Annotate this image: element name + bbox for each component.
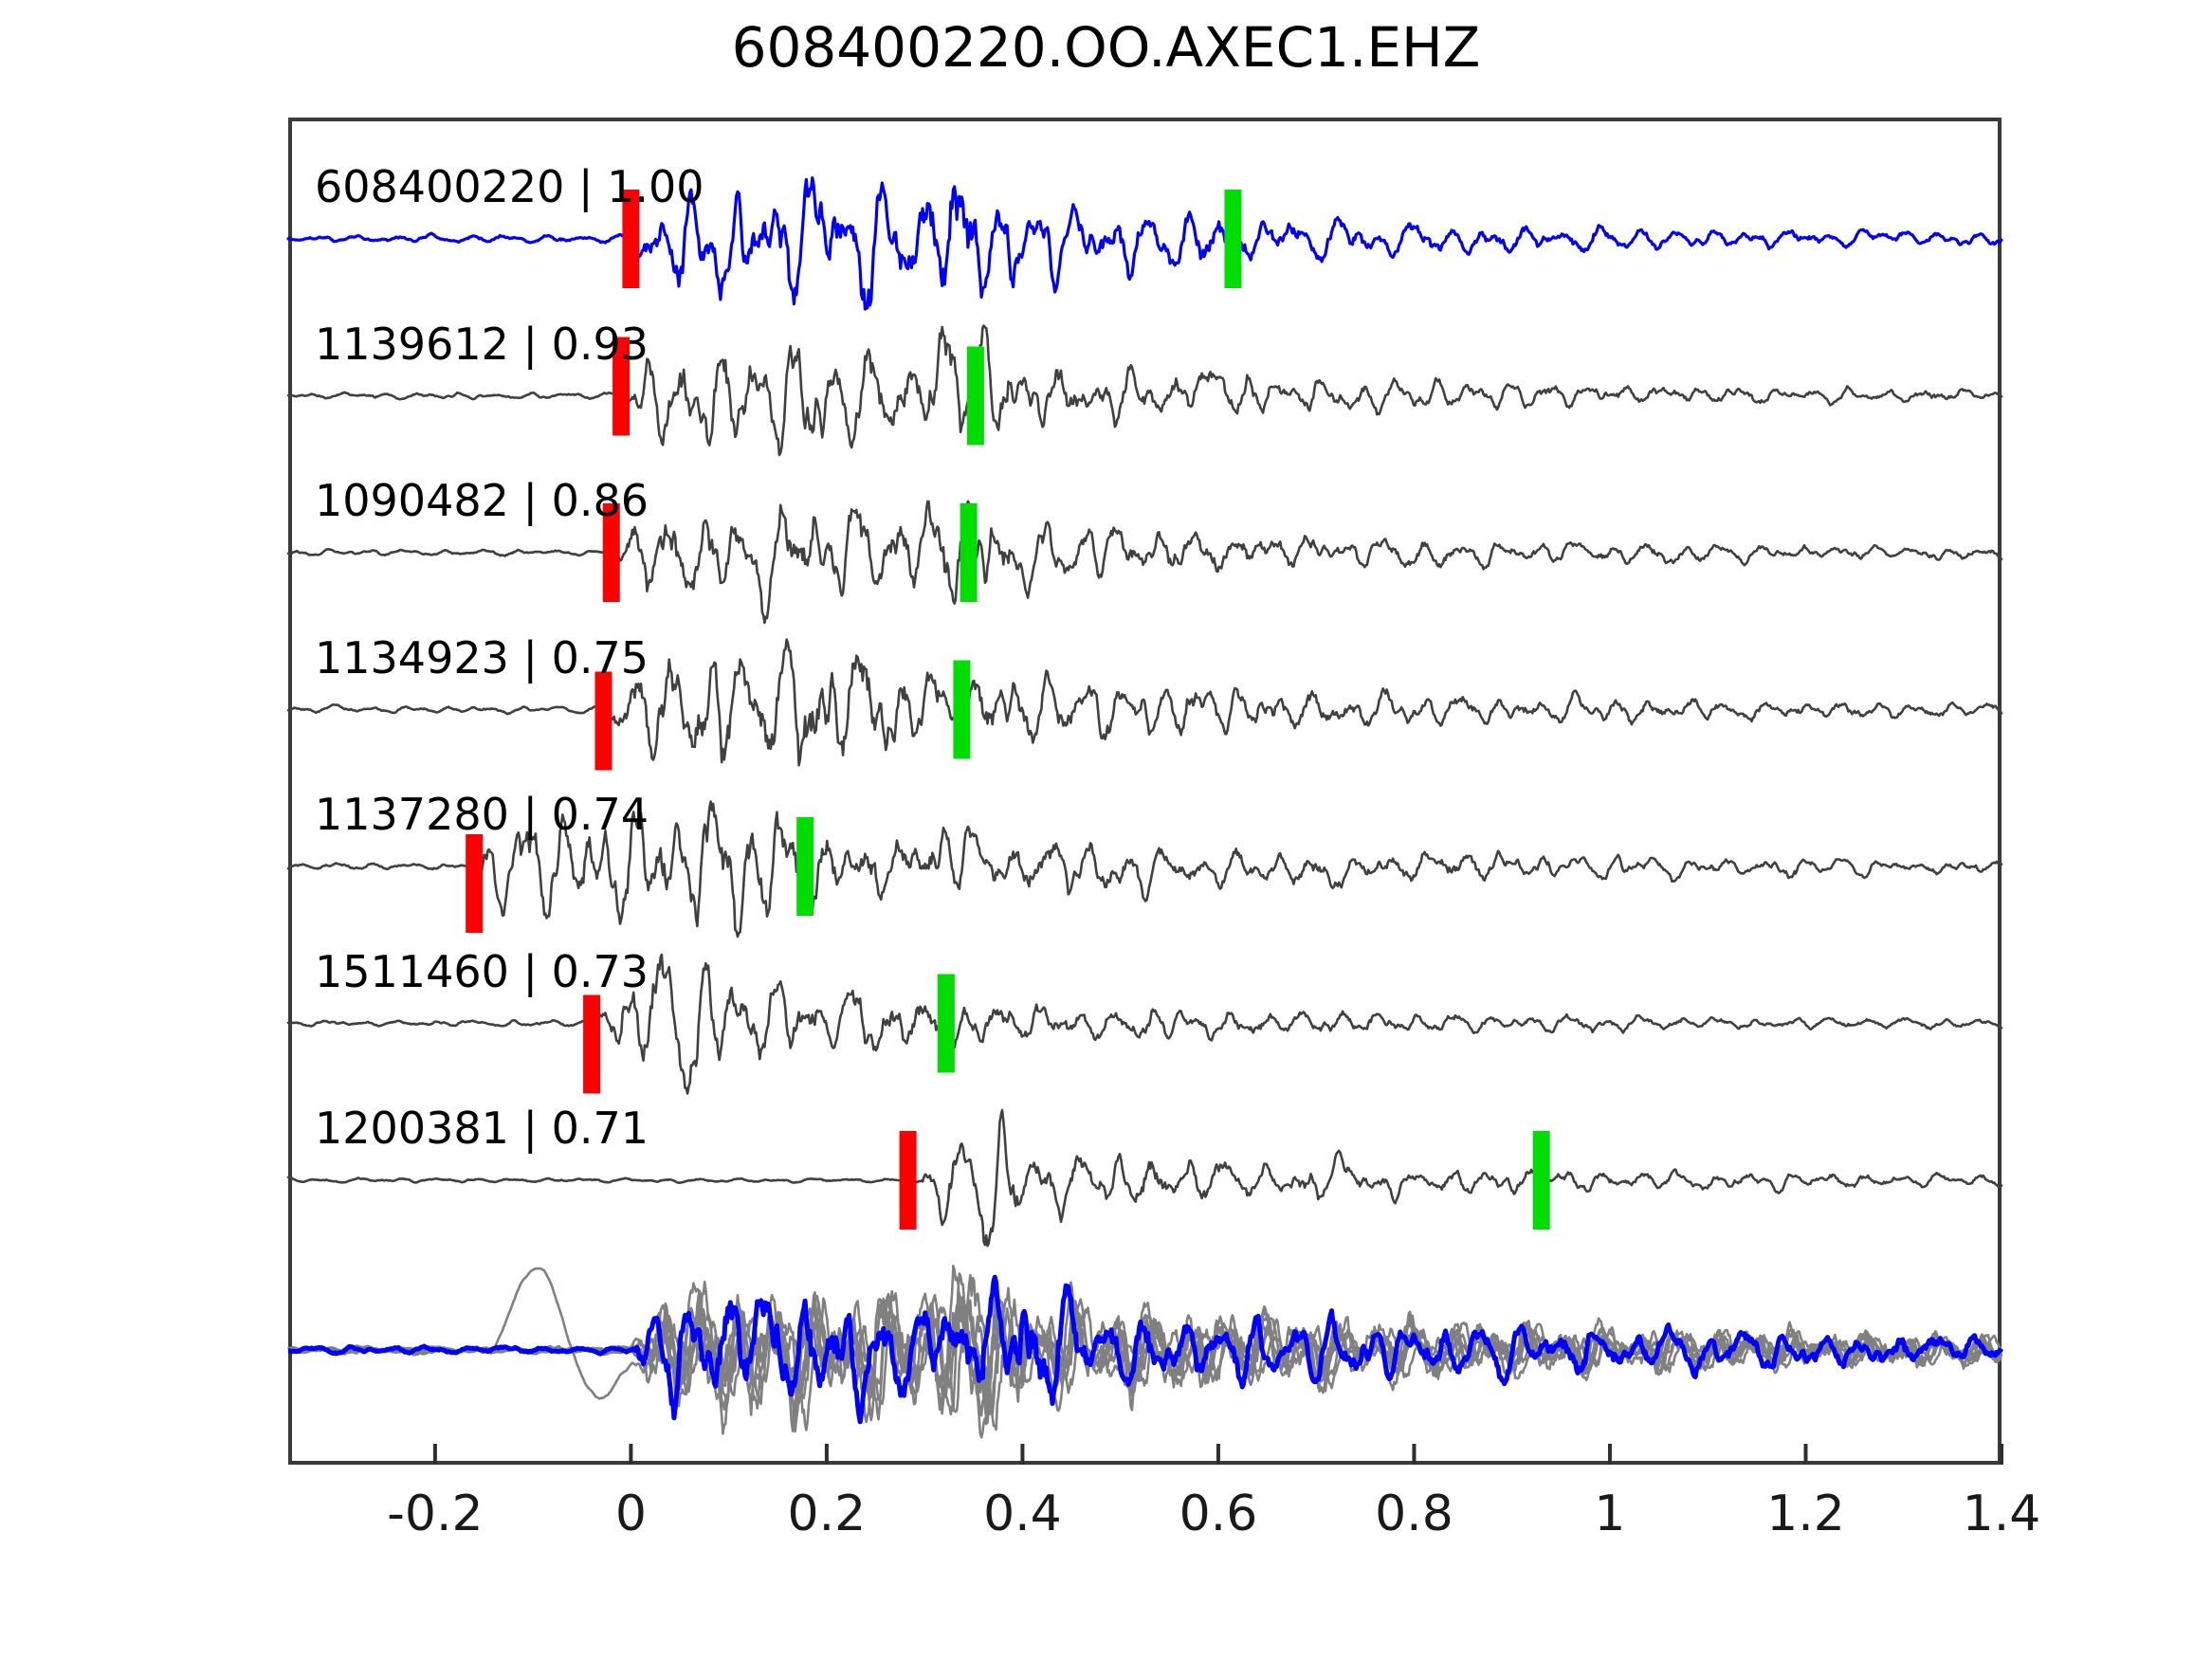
trace-label-1139612: 1139612 | 0.93 — [315, 318, 649, 370]
trace-label-608400220: 608400220 | 1.00 — [315, 161, 704, 212]
trace-label-1134923: 1134923 | 0.75 — [315, 631, 649, 684]
x-tick-label: 0 — [614, 1486, 647, 1542]
x-tick-label: 1 — [1594, 1486, 1626, 1542]
trace-label-1200381: 1200381 | 0.71 — [315, 1103, 649, 1154]
x-tick-label: -0.2 — [387, 1486, 484, 1542]
trace-label-1511460: 1511460 | 0.73 — [315, 945, 649, 997]
x-tick-label: 0.4 — [983, 1486, 1062, 1542]
trace-label-1090482: 1090482 | 0.86 — [315, 475, 649, 526]
x-tick-label: 1.2 — [1766, 1486, 1845, 1542]
trace-label-1137280: 1137280 | 0.74 — [315, 789, 649, 840]
x-tick-label: 0.2 — [787, 1486, 867, 1542]
x-tick-label: 1.4 — [1962, 1486, 2041, 1542]
page-title: 608400220.OO.AXEC1.EHZ — [731, 15, 1481, 80]
x-tick-label: 0.8 — [1375, 1486, 1453, 1542]
x-tick-label: 0.6 — [1179, 1486, 1258, 1542]
